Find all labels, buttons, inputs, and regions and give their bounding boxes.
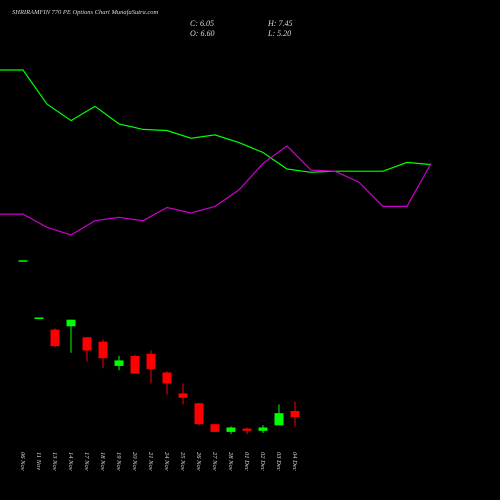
x-tick-label: 28 Nov bbox=[227, 452, 234, 471]
chart-title: SHRIRAMFIN 770 PE Options Chart MunafaSu… bbox=[12, 9, 159, 16]
indicator-line bbox=[0, 145, 432, 236]
candle-body bbox=[162, 372, 172, 384]
x-tick-label: 21 Nov bbox=[147, 452, 154, 471]
candle-body bbox=[18, 260, 28, 262]
low-label: L: 5.20 bbox=[267, 29, 291, 38]
x-tick-label: 11 Nov bbox=[35, 452, 42, 470]
candle-body bbox=[226, 427, 236, 432]
candle-body bbox=[290, 411, 300, 418]
candle-body bbox=[66, 319, 76, 327]
x-tick-label: 20 Nov bbox=[131, 452, 138, 471]
candle-body bbox=[210, 424, 220, 432]
x-tick-label: 02 Dec bbox=[259, 452, 266, 471]
open-label: O: 6.60 bbox=[190, 29, 214, 38]
candle-body bbox=[114, 360, 124, 366]
x-tick-label: 27 Nov bbox=[211, 452, 218, 471]
candle-body bbox=[82, 337, 92, 351]
x-tick-label: 26 Nov bbox=[195, 452, 202, 471]
x-tick-label: 03 Dec bbox=[275, 452, 282, 471]
candle-body bbox=[98, 341, 108, 359]
x-tick-label: 18 Nov bbox=[99, 452, 106, 471]
x-tick-label: 13 Nov bbox=[51, 452, 58, 471]
x-tick-label: 04 Dec bbox=[291, 452, 298, 471]
candle-body bbox=[242, 428, 252, 431]
high-label: H: 7.45 bbox=[267, 19, 292, 28]
candle-body bbox=[34, 317, 44, 319]
candle-body bbox=[146, 353, 156, 370]
x-tick-label: 14 Nov bbox=[67, 452, 74, 471]
x-tick-label: 06 Nov bbox=[19, 452, 26, 471]
x-tick-label: 17 Nov bbox=[83, 452, 90, 471]
candle-body bbox=[130, 356, 140, 374]
candle-body bbox=[178, 393, 188, 398]
close-label: C: 6.05 bbox=[190, 19, 214, 28]
candle-body bbox=[274, 413, 284, 426]
x-tick-label: 19 Nov bbox=[115, 452, 122, 471]
x-tick-label: 24 Nov bbox=[163, 452, 170, 471]
candle-body bbox=[258, 427, 268, 431]
x-tick-label: 25 Nov bbox=[179, 452, 186, 471]
candle-body bbox=[194, 403, 204, 425]
indicator-line bbox=[0, 69, 432, 173]
candle-body bbox=[50, 329, 60, 347]
x-tick-label: 01 Dec bbox=[243, 452, 250, 471]
